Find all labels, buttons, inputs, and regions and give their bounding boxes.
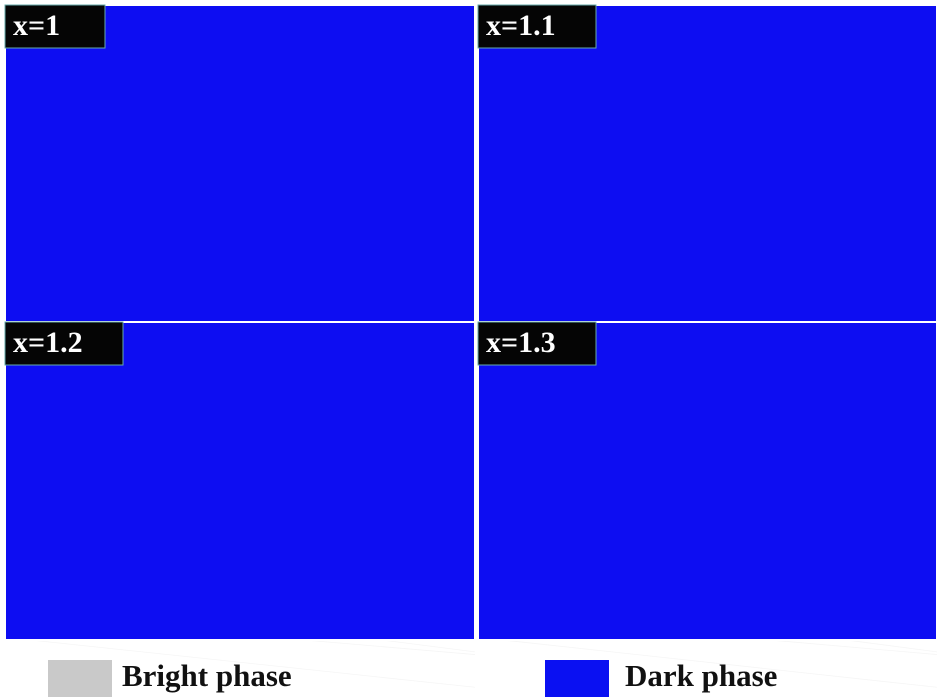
panel-label: x=1: [13, 9, 60, 42]
dark-phase: [478, 322, 937, 640]
panels: x=1 x=1.1 x=1.2 x=1.3: [5, 5, 937, 687]
dark-phase: [478, 5, 937, 322]
legend-label: Dark phase: [625, 658, 777, 693]
legend-swatch: [545, 660, 609, 697]
figure: x=1 x=1.1 x=1.2 x=1.3 Bright phase Dark phas…: [0, 0, 940, 697]
panel-label: x=1.2: [13, 326, 83, 359]
legend-label: Bright phase: [122, 658, 292, 693]
panel-label: x=1.3: [486, 326, 556, 359]
legend-swatch: [48, 660, 112, 697]
micrograph-panel: x=1.3: [478, 322, 937, 687]
dark-phase: [5, 5, 475, 322]
legend: Bright phase Dark phase: [48, 658, 777, 697]
micrograph-panel: x=1: [5, 5, 475, 369]
dark-phase: [5, 322, 475, 640]
panel-label: x=1.1: [486, 9, 556, 42]
micrograph-panel: x=1.1: [478, 5, 937, 369]
micrograph-panel: x=1.2: [5, 322, 475, 687]
